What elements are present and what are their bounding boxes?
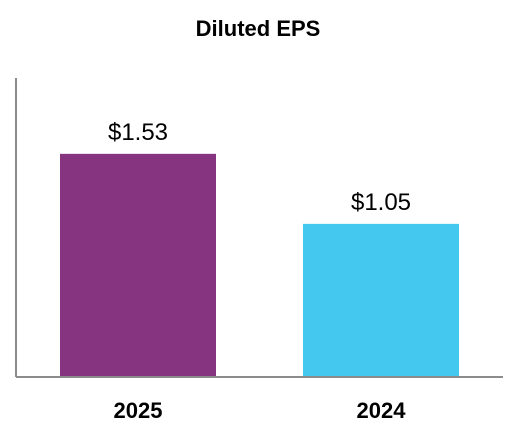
- bar-2025: [60, 153, 216, 377]
- value-label-2024: $1.05: [351, 189, 411, 216]
- bar-2024: [303, 223, 459, 377]
- value-label-2025: $1.53: [108, 119, 168, 146]
- plot-area: $1.53 2025 $1.05 2024: [15, 78, 503, 423]
- category-label-2024: 2024: [357, 398, 407, 423]
- chart-title: Diluted EPS: [196, 16, 321, 41]
- category-label-2025: 2025: [114, 398, 163, 423]
